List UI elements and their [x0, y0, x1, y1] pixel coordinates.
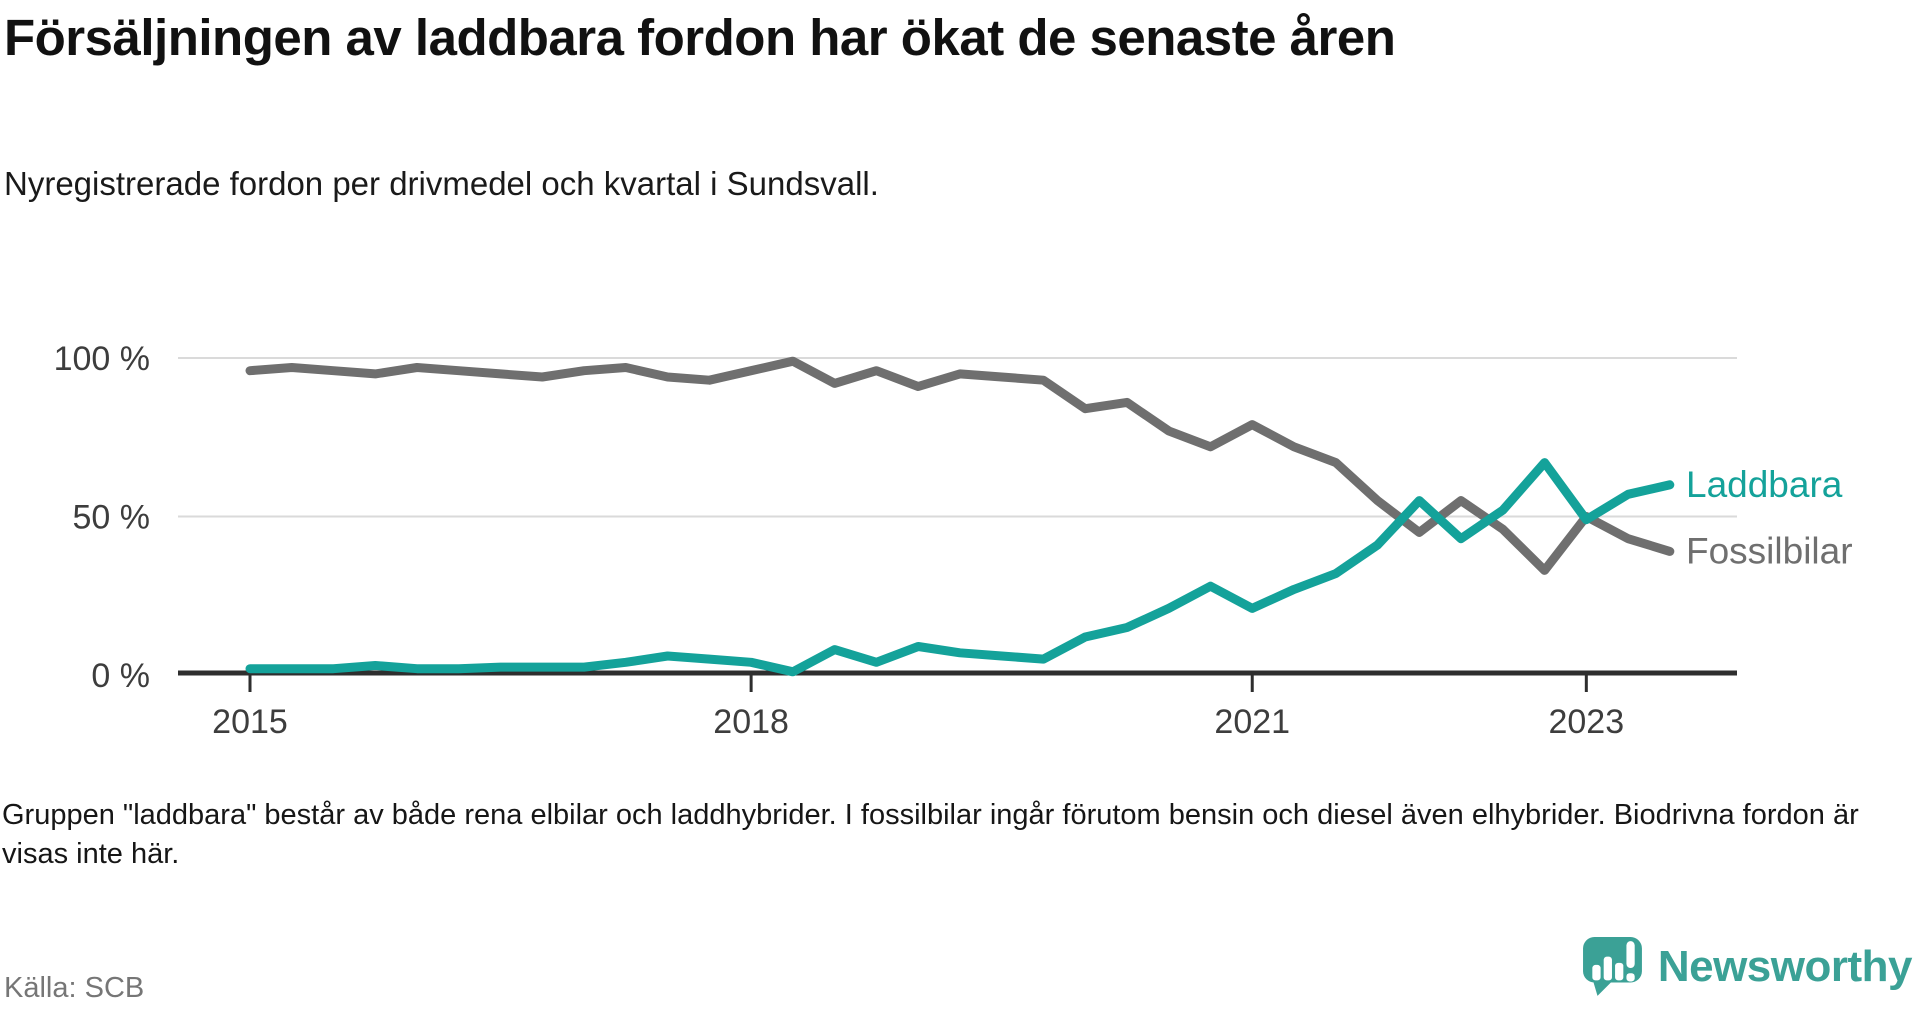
y-axis-label: 100 % [54, 340, 150, 378]
series-label-laddbara: Laddbara [1686, 464, 1843, 505]
chart-footnote: Gruppen "laddbara" består av både rena e… [2, 799, 1859, 870]
page-subtitle: Nyregistrerade fordon per drivmedel och … [4, 165, 879, 202]
x-axis-label: 2023 [1548, 703, 1624, 741]
series-label-fossilbilar: Fossilbilar [1686, 530, 1853, 571]
x-axis-label: 2021 [1214, 703, 1290, 741]
x-axis-label: 2018 [713, 703, 789, 741]
series-line-laddbara [245, 458, 1675, 677]
x-axis-label: 2015 [212, 703, 288, 741]
series-line-fossilbilar [245, 356, 1675, 575]
brand-logo: Newsworthy [1582, 936, 1913, 998]
brand-name: Newsworthy [1657, 942, 1913, 991]
y-axis-label: 0 % [91, 657, 150, 695]
newsworthy-logo-icon [1582, 937, 1642, 996]
source-credit: Källa: SCB [4, 972, 145, 1004]
page-title: Försäljningen av laddbara fordon har öka… [4, 9, 1396, 66]
y-axis-label: 50 % [73, 499, 151, 537]
